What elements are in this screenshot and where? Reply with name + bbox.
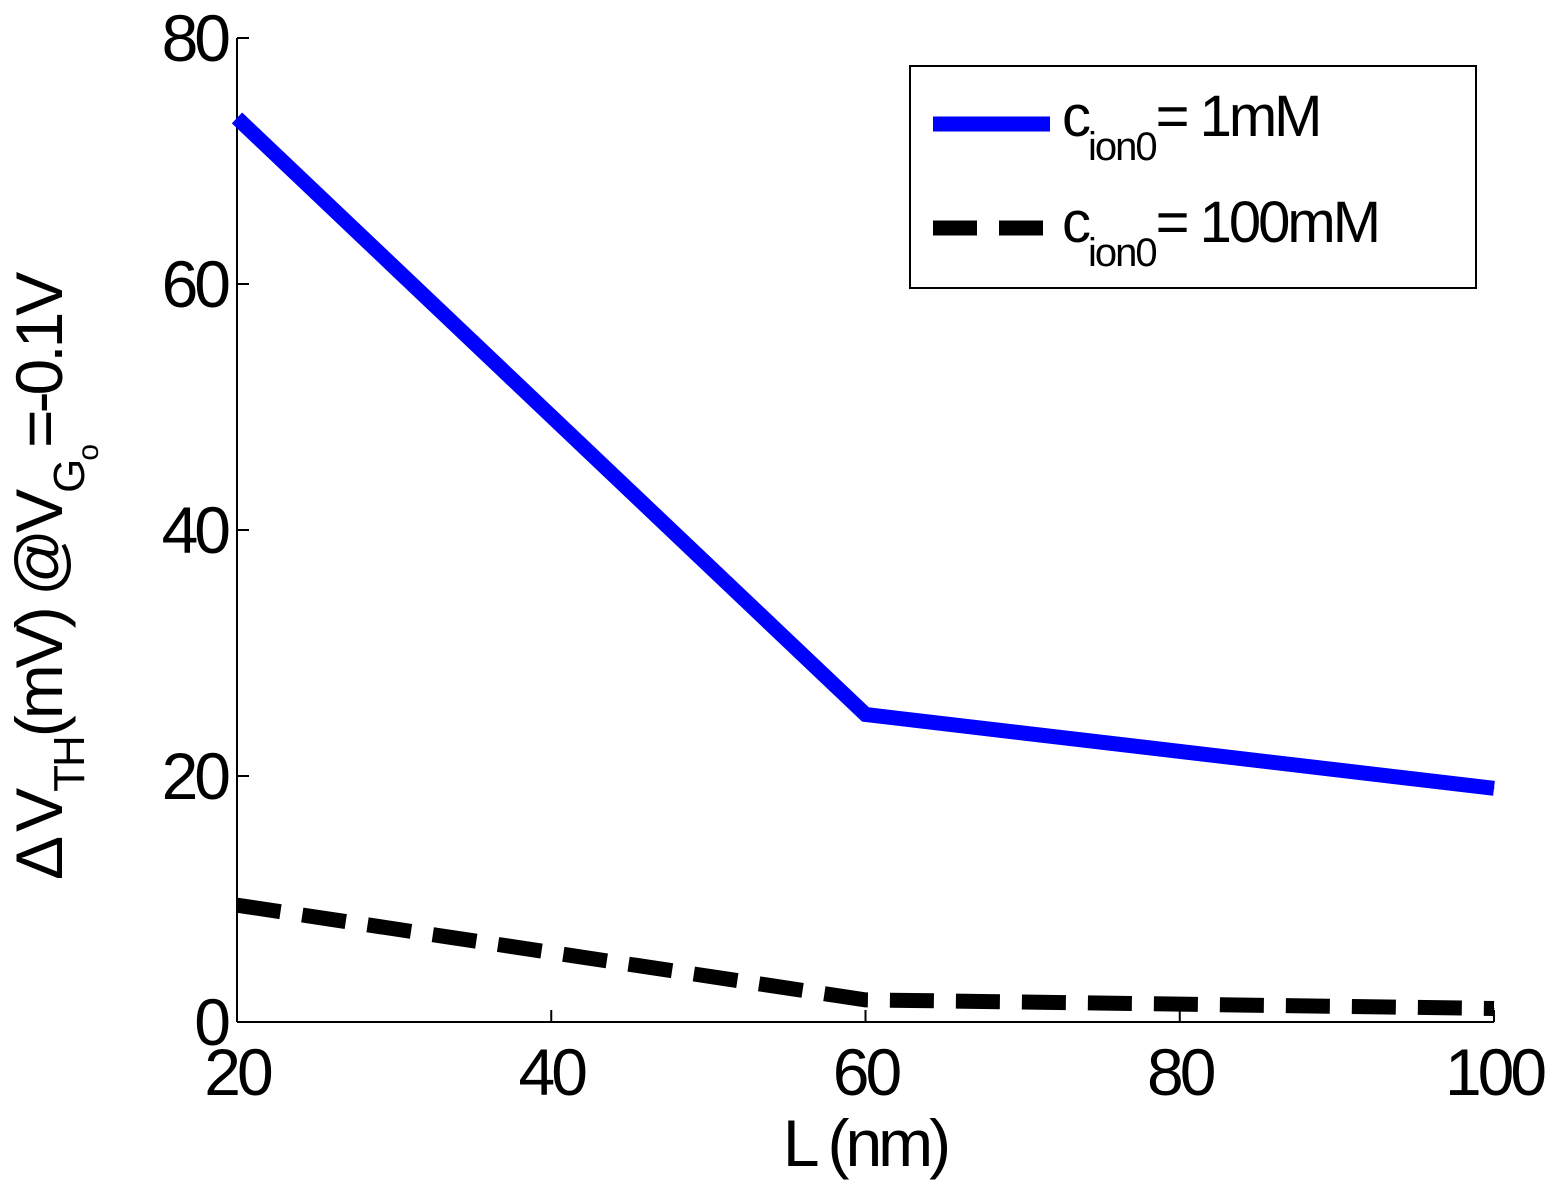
y-label-gsub: G: [45, 461, 94, 493]
series-layer: [231, 112, 1495, 1016]
y-tick-label-40: 40: [162, 493, 230, 567]
y-label-tail: =-0.1V: [2, 272, 76, 448]
x-tick-label-40: 40: [519, 1035, 587, 1109]
x-ticks: 20 40 60 80 100: [204, 1010, 1549, 1109]
x-axis-label: L (nm): [783, 1106, 947, 1180]
y-ticks: 0 20 40 60 80: [162, 1, 249, 1059]
legend-box: [909, 65, 1477, 289]
x-tick-label-60: 60: [833, 1035, 901, 1109]
y-tick-label-20: 20: [162, 739, 230, 813]
y-tick-label-60: 60: [162, 247, 230, 321]
y-axis-label: ΔVTH(mV) @VGo=-0.1V: [2, 272, 105, 880]
y-label-delta: Δ: [2, 837, 76, 880]
series-1-point-1: [865, 999, 866, 1001]
y-label-unit: (mV) @V: [2, 489, 76, 737]
x-tick-label-100: 100: [1445, 1035, 1545, 1109]
y-label-vsub: TH: [45, 737, 94, 792]
legend-label-1mM: cion0= 1mM: [1062, 84, 1320, 169]
series-line-1: [235, 897, 1495, 1016]
series-0-point-1: [865, 714, 866, 715]
series-0-point-2: [1493, 787, 1495, 789]
y-tick-label-80: 80: [162, 1, 230, 75]
y-label-gsubsub: o: [72, 445, 105, 461]
series-0-point-0: [236, 117, 238, 119]
series-1-point-2: [1493, 1007, 1495, 1009]
series-1-point-0: [236, 904, 238, 906]
legend: cion0= 1mM cion0= 100mM: [909, 65, 1477, 289]
y-tick-label-0: 0: [194, 985, 229, 1059]
x-tick-label-20: 20: [204, 1035, 272, 1109]
x-tick-label-80: 80: [1147, 1035, 1215, 1109]
svg-text:ΔVTH(mV) @VGo=-0.1V: ΔVTH(mV) @VGo=-0.1V: [2, 272, 105, 880]
legend-label-100mM: cion0= 100mM: [1062, 190, 1378, 275]
y-label-v: V: [2, 788, 76, 832]
